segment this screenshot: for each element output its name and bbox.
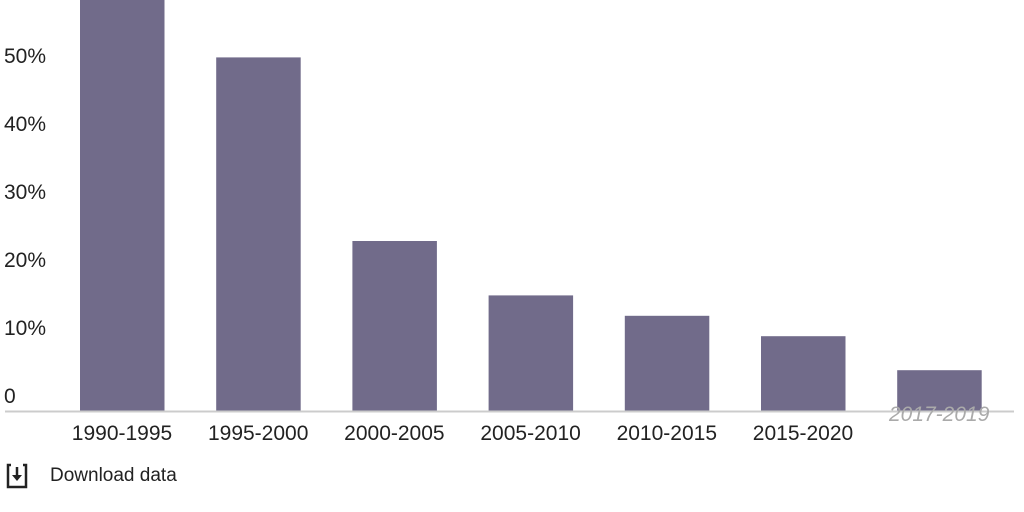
bar-2000-2005: [352, 241, 437, 411]
x-category-label: 1990-1995: [72, 422, 172, 445]
download-icon: [6, 463, 28, 489]
bar-2005-2010: [488, 295, 574, 411]
x-category-label: 2017-2019: [888, 403, 990, 426]
bar-2010-2015: [624, 315, 710, 411]
x-category-label: 2015-2020: [753, 422, 853, 445]
y-tick-label: 10%: [4, 317, 46, 340]
download-data-label: Download data: [50, 465, 177, 486]
bar-1990-1995: [80, 0, 165, 411]
bar-1995-2000: [216, 57, 301, 412]
y-tick-label: 50%: [4, 45, 46, 68]
bar-2017-2019: [897, 370, 982, 411]
bar-2015-2020: [761, 336, 846, 411]
x-category-label: 2010-2015: [617, 422, 717, 445]
x-category-label: 1995-2000: [208, 422, 308, 445]
download-data-button[interactable]: Download data: [6, 463, 177, 489]
y-tick-label: 20%: [4, 249, 46, 272]
y-tick-label: 30%: [4, 181, 46, 204]
y-tick-label: 0: [4, 385, 16, 408]
y-tick-label: 40%: [4, 113, 46, 136]
x-category-label: 2005-2010: [480, 422, 580, 445]
x-category-label: 2000-2005: [344, 422, 444, 445]
bar-chart: 0 10% 20% 30% 40% 50% 1990-1995 1995-2000 2000-2…: [4, 0, 1014, 445]
